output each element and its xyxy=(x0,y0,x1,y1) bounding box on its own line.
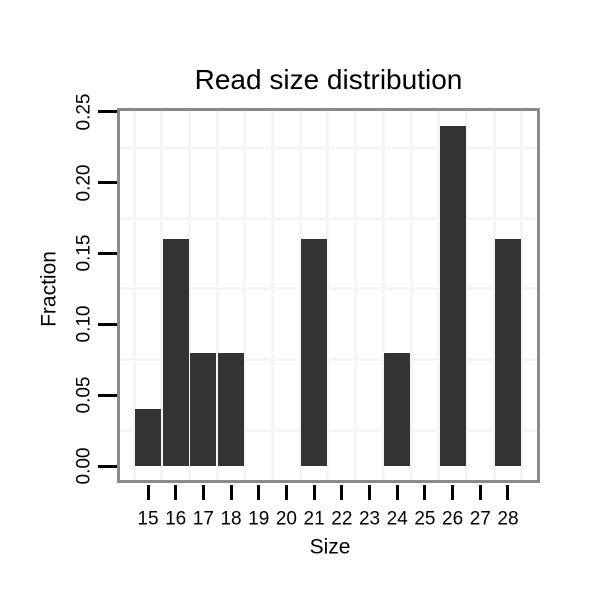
y-tick xyxy=(98,464,117,468)
x-tick xyxy=(506,485,510,500)
y-tick-label: 0.25 xyxy=(73,93,95,131)
x-tick-label: 19 xyxy=(248,508,270,530)
x-tick xyxy=(174,485,178,500)
x-tick-label: 26 xyxy=(442,508,464,530)
gridline-vertical xyxy=(464,111,468,480)
y-tick xyxy=(98,251,117,255)
gridline-vertical xyxy=(326,111,330,480)
x-tick-label: 18 xyxy=(220,508,242,530)
x-tick-label: 21 xyxy=(303,508,325,530)
gridline-vertical xyxy=(520,111,524,480)
y-tick-label: 0.15 xyxy=(73,234,95,272)
gridline-vertical xyxy=(188,111,192,480)
gridline-vertical xyxy=(215,111,219,480)
gridline-vertical xyxy=(409,111,413,480)
x-tick xyxy=(451,485,455,500)
x-tick-label: 20 xyxy=(275,508,298,530)
gridline-vertical xyxy=(271,111,275,480)
x-tick-label: 27 xyxy=(469,508,491,530)
bar xyxy=(384,352,411,466)
y-tick xyxy=(98,110,117,114)
plot-area xyxy=(117,108,540,483)
x-tick xyxy=(257,485,261,500)
x-tick xyxy=(201,485,205,500)
bar xyxy=(494,239,521,466)
x-tick-label: 22 xyxy=(331,508,353,530)
gridline-vertical xyxy=(354,111,358,480)
x-tick xyxy=(395,485,399,500)
y-tick-label: 0.00 xyxy=(73,447,95,485)
gridline-vertical xyxy=(243,111,247,480)
bar xyxy=(135,409,161,466)
x-tick-label: 25 xyxy=(414,508,436,530)
x-tick xyxy=(146,485,150,500)
bar xyxy=(162,239,189,466)
x-tick-label: 15 xyxy=(137,508,159,530)
bar xyxy=(218,352,245,466)
chart-title: Read size distribution xyxy=(194,64,463,95)
x-tick xyxy=(340,485,344,500)
y-tick xyxy=(98,393,117,397)
x-tick-label: 28 xyxy=(497,508,519,530)
x-tick-label: 24 xyxy=(386,508,408,530)
gridline-vertical xyxy=(160,111,164,480)
x-tick xyxy=(423,485,427,500)
gridline-vertical xyxy=(132,111,136,480)
y-tick-label: 0.05 xyxy=(73,376,95,414)
x-tick xyxy=(229,485,233,500)
gridline-vertical xyxy=(298,111,302,480)
y-tick-label: 0.20 xyxy=(73,164,95,202)
gridline-vertical xyxy=(437,111,441,480)
x-tick xyxy=(312,485,316,500)
x-tick-label: 16 xyxy=(165,508,187,530)
x-tick-label: 23 xyxy=(358,508,381,530)
gridline-vertical xyxy=(492,111,496,480)
bar xyxy=(190,352,217,466)
x-tick xyxy=(284,485,288,500)
x-tick-label: 17 xyxy=(192,508,214,530)
x-axis-label: Size xyxy=(309,535,351,559)
y-tick-label: 0.10 xyxy=(73,305,95,343)
x-tick xyxy=(478,485,482,500)
y-tick xyxy=(98,181,117,185)
gridline-vertical xyxy=(381,111,385,480)
y-axis-label: Fraction xyxy=(37,251,61,327)
bar xyxy=(301,239,328,466)
y-tick xyxy=(98,322,117,326)
bar xyxy=(439,125,466,466)
x-tick xyxy=(368,485,372,500)
